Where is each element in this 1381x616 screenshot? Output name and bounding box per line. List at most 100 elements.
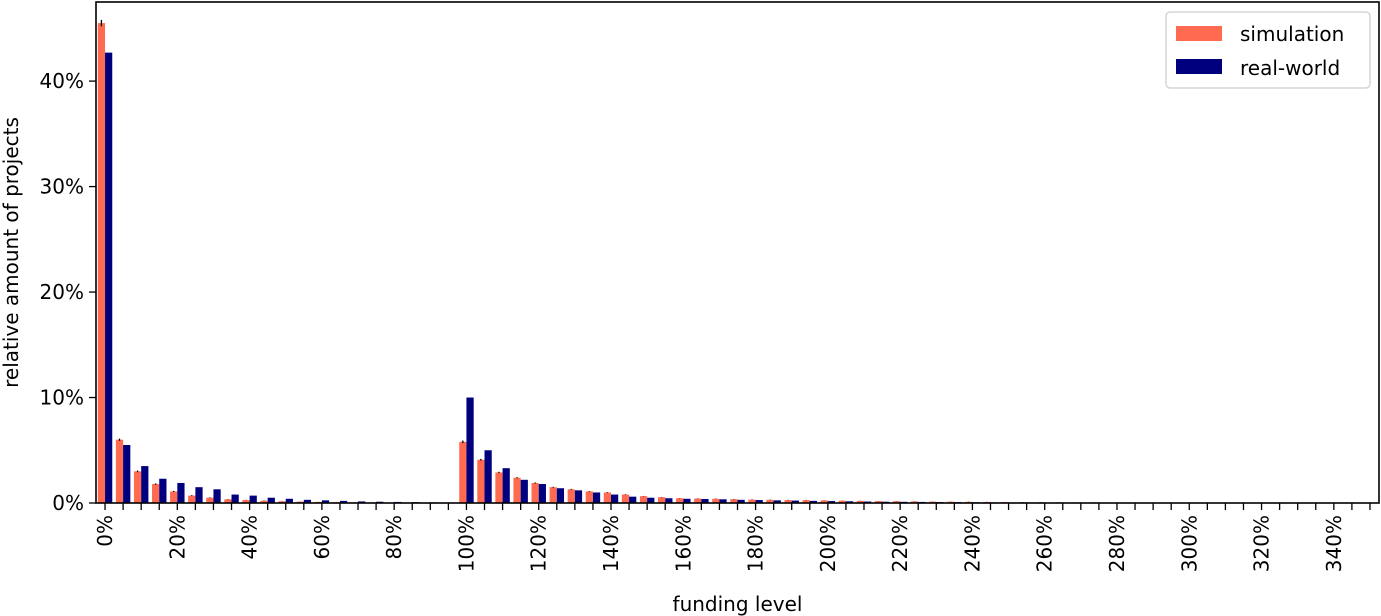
- real-world-bar: [574, 490, 583, 503]
- x-tick-label: 240%: [960, 515, 984, 572]
- legend-label-simulation: simulation: [1240, 22, 1344, 46]
- real-world-bar: [719, 499, 727, 503]
- x-tick-label: 0%: [93, 515, 117, 547]
- simulation-bar: [676, 498, 684, 503]
- simulation-bar: [874, 501, 883, 503]
- x-tick-label: 260%: [1033, 515, 1057, 572]
- x-tick-label: 20%: [165, 515, 189, 559]
- real-world-bar: [466, 397, 474, 503]
- simulation-bar: [459, 441, 467, 503]
- simulation-bar: [115, 439, 124, 503]
- real-world-bar: [249, 495, 257, 503]
- simulation-bar: [549, 487, 557, 503]
- real-world-bar: [303, 499, 312, 503]
- real-world-bar: [683, 498, 691, 503]
- real-world-bar: [502, 468, 510, 503]
- real-world-bar: [592, 492, 601, 503]
- x-tick-label: 140%: [599, 515, 623, 572]
- real-world-bar: [773, 500, 781, 503]
- real-world-bar: [611, 494, 619, 503]
- real-world-bar: [231, 494, 239, 503]
- x-tick-label: 180%: [744, 515, 768, 572]
- simulation-bar: [513, 477, 521, 503]
- x-tick-label: 60%: [310, 515, 334, 559]
- real-world-bar: [809, 500, 818, 503]
- real-world-bar: [213, 489, 221, 503]
- simulation-bar: [639, 496, 648, 503]
- simulation-bar: [585, 491, 593, 503]
- simulation-bar: [477, 459, 485, 503]
- real-world-bar: [339, 500, 348, 503]
- simulation-bar: [621, 494, 630, 503]
- real-world-bar: [538, 484, 546, 503]
- simulation-bar: [242, 500, 250, 503]
- simulation-bar: [495, 472, 503, 503]
- real-world-bar: [484, 450, 492, 503]
- real-world-bar: [159, 478, 167, 503]
- x-tick-label: 80%: [382, 515, 406, 559]
- y-axis-label: relative amount of projects: [0, 117, 23, 388]
- simulation-bar: [260, 500, 268, 503]
- simulation-bar: [603, 492, 612, 503]
- real-world-bar: [177, 482, 185, 503]
- simulation-bar: [152, 484, 160, 503]
- simulation-bar: [224, 499, 232, 503]
- real-world-bar: [737, 499, 745, 503]
- legend: simulation real-world: [1165, 11, 1371, 89]
- real-world-bar: [105, 52, 113, 503]
- series-simulation-bars: [97, 23, 1370, 504]
- simulation-bar: [206, 497, 214, 503]
- real-world-bar: [701, 498, 709, 503]
- simulation-bar: [820, 500, 828, 503]
- x-tick-label: 160%: [671, 515, 695, 572]
- simulation-bar: [188, 495, 196, 503]
- real-world-bar: [195, 487, 203, 503]
- y-tick-label: 20%: [40, 280, 84, 304]
- series-simulation-error-bars: [100, 19, 1368, 503]
- real-world-bar: [285, 498, 293, 503]
- real-world-bar: [267, 497, 275, 503]
- real-world-bar: [791, 500, 799, 503]
- series-real-world-bars: [105, 52, 1378, 503]
- y-tick-label: 30%: [40, 175, 84, 199]
- real-world-bar: [556, 488, 565, 503]
- x-tick-label: 200%: [816, 515, 840, 572]
- x-tick-label: 320%: [1250, 515, 1274, 572]
- x-tick-label: 300%: [1177, 515, 1201, 572]
- x-tick-label: 40%: [238, 515, 262, 559]
- legend-swatch-real-world: [1176, 59, 1222, 74]
- simulation-bar: [802, 500, 810, 503]
- real-world-bar: [520, 479, 528, 503]
- simulation-bar: [694, 498, 702, 503]
- y-tick-label: 40%: [40, 69, 84, 93]
- x-tick-label: 120%: [527, 515, 551, 572]
- x-tick-label: 220%: [888, 515, 912, 572]
- real-world-bar: [123, 444, 131, 503]
- simulation-bar: [892, 501, 901, 503]
- simulation-bar: [133, 471, 142, 503]
- real-world-bar: [629, 496, 637, 503]
- real-world-bar: [665, 498, 673, 503]
- real-world-bar: [141, 466, 149, 503]
- x-axis-ticks: 0% 20% 40% 60% 80% 100% 120% 140% 160% 180% 200% 22…: [93, 503, 1371, 572]
- simulation-bar: [278, 501, 286, 503]
- y-axis-ticks: 0% 10% 20% 30% 40%: [40, 69, 96, 515]
- simulation-bar: [567, 489, 575, 503]
- real-world-bar: [845, 501, 854, 503]
- simulation-bar: [170, 491, 178, 503]
- simulation-bar: [531, 482, 539, 503]
- x-tick-label: 100%: [454, 515, 478, 572]
- real-world-bar: [827, 501, 836, 503]
- y-tick-label: 0%: [52, 491, 84, 515]
- real-world-bar: [321, 500, 330, 503]
- x-axis-label: funding level: [673, 592, 803, 616]
- simulation-bar: [97, 23, 106, 504]
- legend-label-real-world: real-world: [1240, 56, 1340, 80]
- plot-frame: [95, 1, 1380, 504]
- simulation-bar: [748, 499, 756, 503]
- x-tick-label: 280%: [1105, 515, 1129, 572]
- simulation-bar: [784, 500, 792, 503]
- y-tick-label: 10%: [40, 386, 84, 410]
- simulation-bar: [838, 500, 846, 503]
